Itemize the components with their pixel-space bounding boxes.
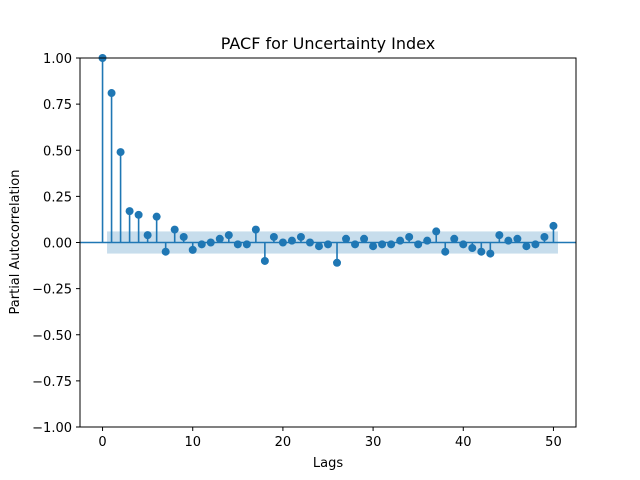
stem-marker [540, 232, 549, 241]
axes: 0 10 20 30 40 50 1.00 0.75 0.50 0.25 0.00 −0.25 −0.5… [32, 52, 577, 450]
stem-marker [242, 240, 251, 249]
y-tick-label: 0.50 [43, 144, 72, 159]
stem-marker [107, 89, 116, 98]
stem-marker [369, 242, 378, 251]
stem-marker [504, 236, 513, 245]
stem-marker [351, 240, 360, 249]
stem-marker [477, 247, 486, 256]
stem-marker [387, 240, 396, 249]
stem-marker [287, 236, 296, 245]
stem-marker [188, 245, 197, 254]
chart-title: PACF for Uncertainty Index [221, 34, 435, 53]
stem-marker [432, 227, 441, 236]
y-tick-label: −1.00 [32, 421, 72, 436]
y-tick-label: −0.75 [32, 375, 72, 390]
stem-marker [305, 238, 314, 247]
stem-marker [143, 231, 152, 240]
x-tick-label: 50 [545, 435, 562, 450]
stem-marker [513, 234, 522, 243]
stem-marker [251, 225, 260, 234]
stem-marker [405, 232, 414, 241]
stem-marker [324, 240, 332, 249]
stem-marker [170, 225, 179, 234]
x-tick-label: 0 [98, 435, 106, 450]
y-axis-label: Partial Autocorrelation [8, 170, 23, 315]
stem-marker [522, 242, 531, 251]
stem-marker [224, 231, 233, 240]
stem-marker [278, 238, 287, 247]
x-axis-label: Lags [313, 456, 343, 471]
stem-marker [423, 236, 432, 245]
stem-marker [450, 234, 459, 243]
stem-marker [486, 249, 495, 258]
stem-marker [260, 256, 269, 265]
stem-marker [414, 240, 423, 249]
stem-marker [378, 240, 387, 249]
stem-marker [206, 238, 215, 247]
stem-marker [296, 232, 305, 241]
y-tick-label: −0.25 [32, 283, 72, 298]
stem-marker [125, 207, 134, 216]
stem-marker [197, 240, 206, 249]
stem-marker [134, 210, 143, 219]
stem-marker [314, 242, 323, 251]
plot-area [80, 54, 576, 267]
stem-marker [459, 240, 468, 249]
stem-marker [531, 240, 540, 249]
stem-marker [360, 234, 369, 243]
stem-marker [215, 234, 224, 243]
stem-marker [116, 148, 125, 157]
y-tick-label: 0.75 [43, 98, 72, 113]
stem-marker [333, 258, 342, 267]
stem-marker [396, 236, 405, 245]
stem-marker [233, 240, 242, 249]
stem-marker [269, 232, 278, 241]
stem-marker [152, 212, 161, 221]
stem-marker [342, 234, 351, 243]
x-tick-label: 20 [275, 435, 292, 450]
stem-marker [161, 247, 170, 256]
x-tick-label: 10 [184, 435, 201, 450]
stem-marker [549, 221, 558, 230]
stem-marker [495, 231, 504, 240]
y-tick-label: 0.25 [43, 190, 72, 205]
x-tick-label: 30 [365, 435, 382, 450]
stem-marker [468, 244, 477, 253]
y-tick-label: 0.00 [43, 237, 72, 252]
y-tick-label: −0.50 [32, 329, 72, 344]
y-tick-label: 1.00 [43, 52, 72, 67]
stem-marker [441, 247, 450, 256]
stem-marker [179, 232, 188, 241]
x-tick-label: 40 [455, 435, 472, 450]
